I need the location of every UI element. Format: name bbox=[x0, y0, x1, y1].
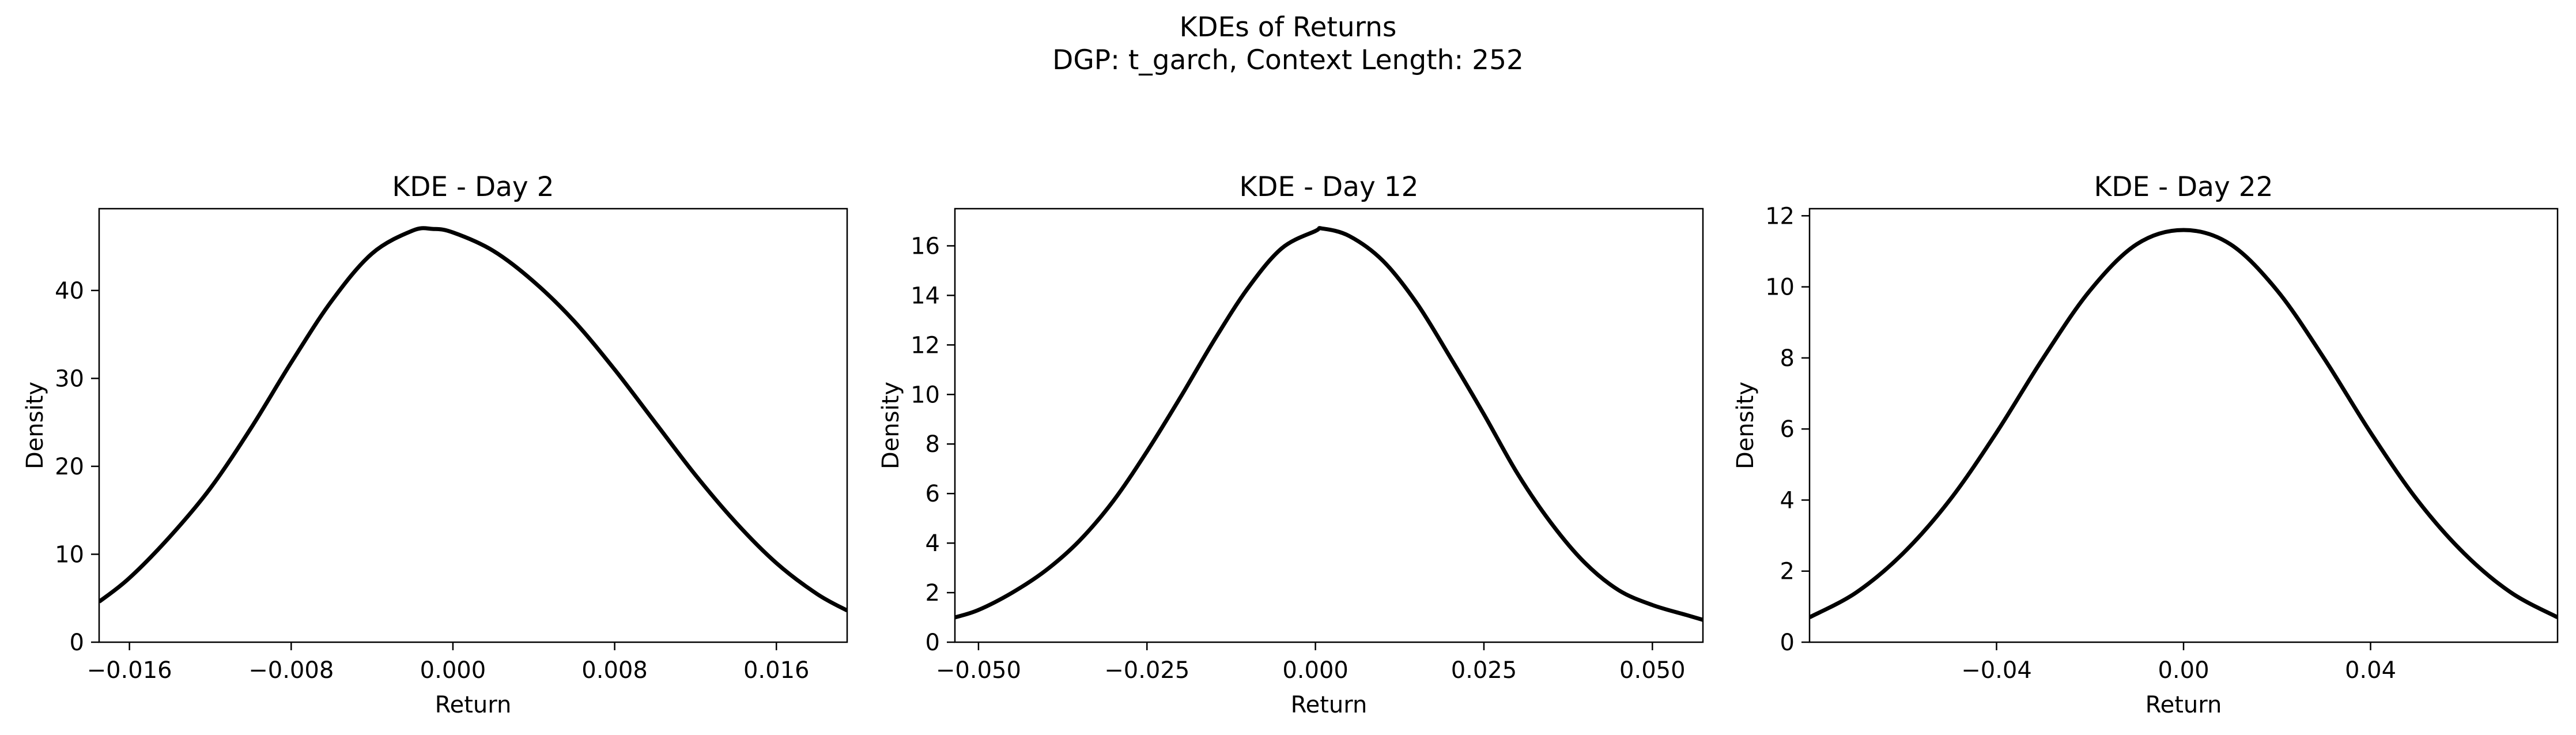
y-tick-label: 2 bbox=[926, 580, 940, 606]
y-tick-label: 10 bbox=[911, 382, 940, 408]
y-tick-label: 40 bbox=[55, 278, 84, 304]
x-tick-label: −0.050 bbox=[936, 657, 1021, 684]
x-tick-label: 0.050 bbox=[1619, 657, 1686, 684]
x-axis-label: Return bbox=[1291, 692, 1368, 718]
x-tick-label: −0.025 bbox=[1104, 657, 1189, 684]
subplot-3: KDE - Day 22 −0.04 0.00 0.04 0 2 4 6 8 10 12 Return… bbox=[1732, 171, 2559, 718]
subplot-title: KDE - Day 12 bbox=[1239, 171, 1418, 203]
y-tick-label: 12 bbox=[911, 332, 940, 359]
x-tick-label: −0.04 bbox=[1961, 657, 2032, 684]
y-tick-label: 12 bbox=[1765, 203, 1795, 229]
kde-curve-line bbox=[99, 226, 847, 613]
y-tick-label: 20 bbox=[55, 454, 84, 480]
axes-frame bbox=[98, 208, 848, 643]
subplot-title: KDE - Day 2 bbox=[392, 171, 554, 203]
subplot-1: KDE - Day 2 −0.016 −0.008 0.000 0.008 0.016 0 1… bbox=[22, 171, 848, 718]
y-tick-label: 8 bbox=[926, 431, 940, 458]
y-tick-label: 10 bbox=[1765, 274, 1795, 301]
y-tick-label: 8 bbox=[1780, 345, 1795, 372]
x-tick-label: −0.008 bbox=[248, 657, 334, 684]
subplot-title: KDE - Day 22 bbox=[2094, 171, 2273, 203]
x-tick-label: 0.008 bbox=[581, 657, 648, 684]
axes-frame bbox=[954, 208, 1704, 643]
y-tick-label: 14 bbox=[911, 282, 940, 309]
x-axis-label: Return bbox=[435, 692, 512, 718]
x-tick-label: 0.016 bbox=[743, 657, 810, 684]
y-tick-label: 4 bbox=[1780, 487, 1795, 514]
y-axis-label: Density bbox=[1732, 382, 1759, 469]
y-tick-label: 2 bbox=[1780, 559, 1795, 585]
kde-curve-line bbox=[1810, 228, 2558, 619]
x-tick-label: 0.00 bbox=[2158, 657, 2209, 684]
figure-title: KDEs of Returns bbox=[1180, 12, 1397, 43]
y-tick-label: 0 bbox=[70, 630, 84, 656]
y-tick-label: 0 bbox=[1780, 630, 1795, 656]
kde-curve-line bbox=[955, 226, 1703, 622]
x-tick-label: 0.000 bbox=[1282, 657, 1349, 684]
y-tick-label: 10 bbox=[55, 541, 84, 568]
x-axis-label: Return bbox=[2146, 692, 2222, 718]
y-axis-label: Density bbox=[878, 382, 904, 469]
subplot-2: KDE - Day 12 −0.050 −0.025 0.000 0.025 0.050 0… bbox=[878, 171, 1704, 718]
y-tick-label: 6 bbox=[926, 481, 940, 507]
y-tick-label: 0 bbox=[926, 630, 940, 656]
y-tick-label: 6 bbox=[1780, 416, 1795, 443]
x-tick-label: 0.000 bbox=[420, 657, 486, 684]
y-axis-label: Density bbox=[22, 382, 48, 469]
subplots-group: KDE - Day 2−0.016 −0.008 0.000 0.008 0.01601… bbox=[22, 171, 2559, 718]
axes-frame bbox=[1808, 208, 2559, 643]
y-tick-label: 30 bbox=[55, 365, 84, 392]
x-tick-label: 0.04 bbox=[2345, 657, 2396, 684]
figure-subtitle: DGP: t_garch, Context Length: 252 bbox=[1052, 44, 1524, 76]
y-tick-label: 16 bbox=[911, 233, 940, 259]
x-tick-label: −0.016 bbox=[87, 657, 172, 684]
x-tick-label: 0.025 bbox=[1451, 657, 1517, 684]
y-tick-label: 4 bbox=[926, 530, 940, 557]
